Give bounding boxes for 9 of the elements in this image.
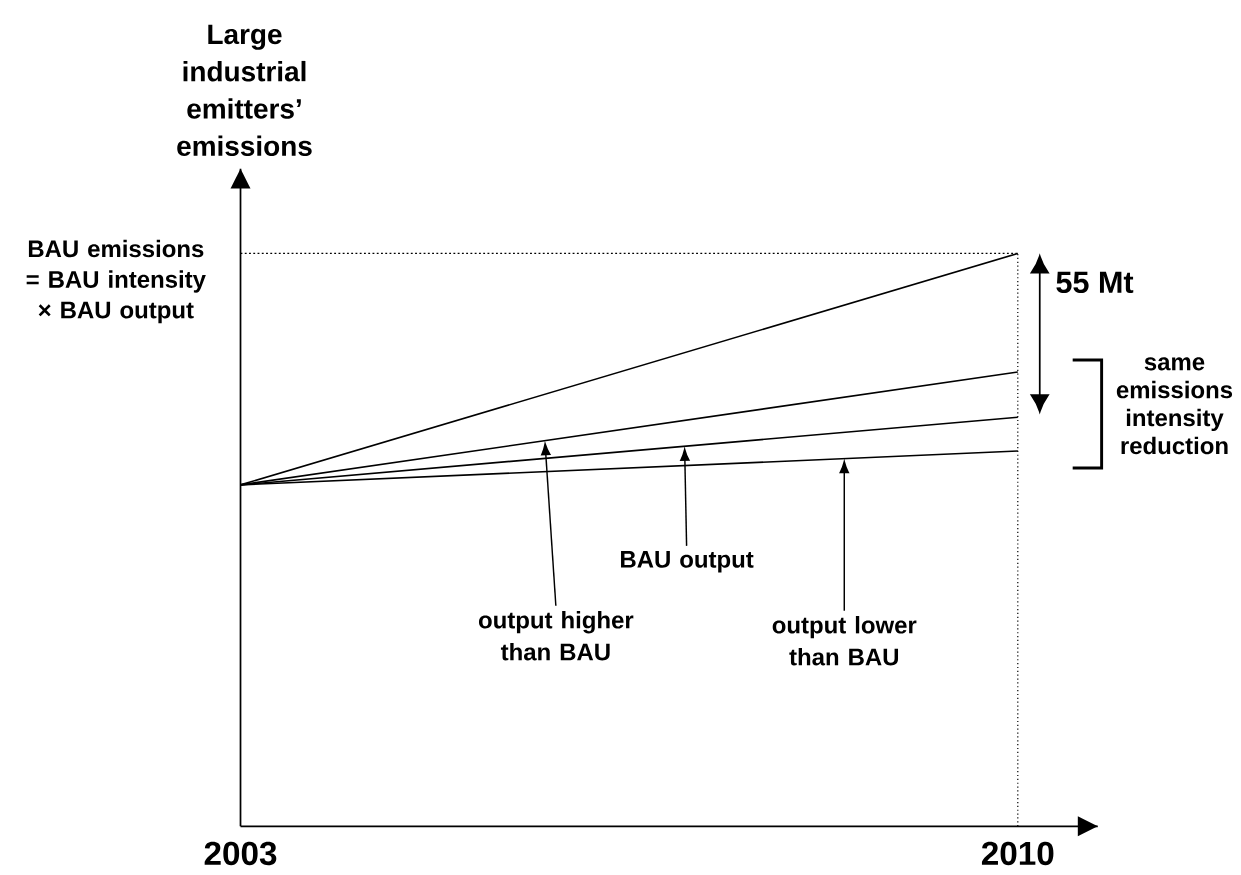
y-axis-title: Large industrial emitters’ emissions bbox=[177, 24, 312, 156]
ref-line-label: BAU emissions = BAU intensity × BAU output bbox=[26, 239, 206, 324]
text: same emissions intensity reduction bbox=[1116, 357, 1233, 455]
x-tick-label: 2003 bbox=[204, 841, 277, 866]
annotation: output lower than BAU bbox=[772, 615, 917, 666]
annotation: 55 Mt bbox=[1056, 271, 1134, 294]
annotation: BAU output bbox=[621, 551, 754, 573]
x-tick-label: 2010 bbox=[981, 841, 1054, 866]
annotation: output higher than BAU bbox=[478, 610, 634, 661]
